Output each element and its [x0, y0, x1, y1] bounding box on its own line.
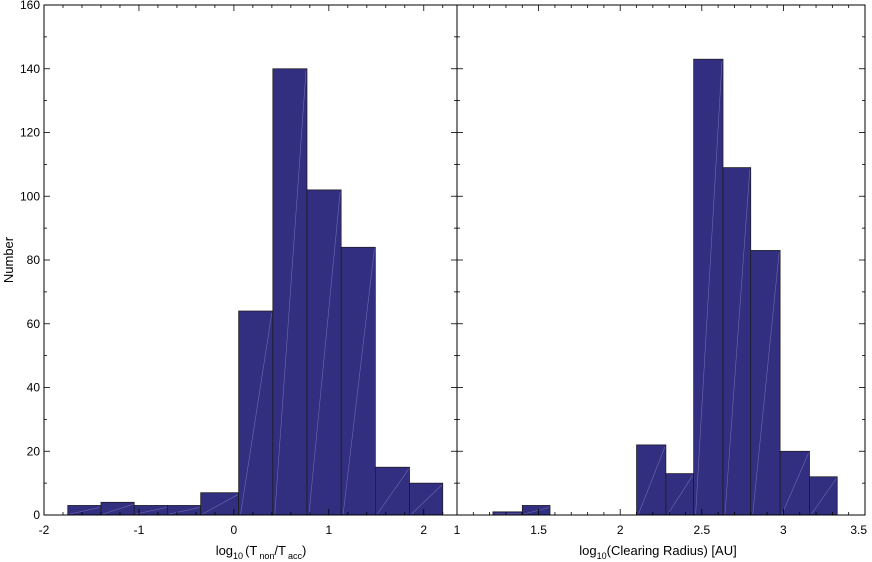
- right-histogram-panel: 1 1.5 2 2.5 3 3.5: [454, 4, 867, 537]
- bar-artifact-line: [136, 507, 167, 515]
- bar-artifact-line: [202, 494, 238, 515]
- bar-artifact-line: [638, 446, 666, 515]
- histogram-bar: [374, 466, 410, 516]
- histogram-bar: [750, 250, 781, 516]
- right-xlabel-sub-10: 10: [597, 551, 607, 561]
- left-histogram-panel: 0 20 40 60 80 100 120 140 160 -2 -1 0 1 2: [20, 0, 458, 537]
- bar-artifact-line: [377, 469, 409, 515]
- y-tick-label: 0: [33, 508, 40, 522]
- x-tick-label: 1.5: [530, 523, 547, 537]
- left-xlabel-mid: /T: [274, 543, 286, 558]
- bar-artifact-line: [724, 169, 751, 515]
- x-tick-label: 1: [454, 523, 461, 537]
- histogram-bar: [238, 310, 274, 516]
- y-tick-label: 100: [20, 189, 40, 203]
- x-tick-label: 3: [780, 523, 787, 537]
- bar-artifact-line: [169, 507, 200, 515]
- x-tick-label: 2: [617, 523, 624, 537]
- bar-artifact-line: [695, 61, 723, 515]
- y-axis-label: Number: [1, 236, 16, 283]
- bar-artifact-line: [524, 507, 550, 515]
- bar-artifact-line: [274, 70, 307, 515]
- histogram-bar: [409, 482, 444, 516]
- left-xlabel-sub-non: non: [259, 551, 274, 561]
- bar-artifact-line: [411, 484, 442, 515]
- x-tick-label: 0: [231, 523, 238, 537]
- x-tick-label: 2.5: [693, 523, 710, 537]
- left-xlabel-sub-10: 10: [233, 551, 243, 561]
- y-tick-label: 80: [27, 253, 41, 267]
- histogram-bar: [809, 476, 838, 516]
- x-tick-label: 1: [325, 523, 332, 537]
- left-xlabel-open: (T: [245, 543, 257, 558]
- y-tick-label: 60: [27, 317, 41, 331]
- histogram-bar: [340, 246, 376, 516]
- y-tick-label: 160: [20, 0, 40, 12]
- bar-artifact-line: [240, 312, 273, 515]
- bar-artifact-line: [102, 503, 134, 515]
- left-x-axis-label: log10 (T non/T acc): [216, 543, 307, 561]
- histogram-bar: [272, 68, 308, 516]
- bar-artifact-line: [752, 252, 780, 515]
- y-tick-label: 140: [20, 62, 40, 76]
- bar-artifact-line: [69, 507, 101, 515]
- right-x-axis-label: log10(Clearing Radius) [AU]: [579, 543, 736, 561]
- bar-artifact-line: [811, 478, 837, 515]
- histogram-bar: [722, 167, 752, 516]
- bar-artifact-line: [781, 453, 809, 515]
- right-xlabel-rest: (Clearing Radius) [AU]: [607, 543, 737, 558]
- left-xlabel-log: log: [216, 543, 233, 558]
- histogram-bar: [665, 473, 694, 516]
- bar-artifact-line: [667, 475, 693, 515]
- left-xlabel-sub-acc: acc: [288, 551, 303, 561]
- histogram-bar: [693, 58, 724, 516]
- x-tick-label: 3.5: [850, 523, 867, 537]
- right-xlabel-log: log: [579, 543, 596, 558]
- x-tick-label: -2: [39, 523, 50, 537]
- y-tick-label: 20: [27, 444, 41, 458]
- y-tick-label: 120: [20, 126, 40, 140]
- left-xlabel-close: ): [302, 543, 306, 558]
- bar-artifact-line: [342, 249, 375, 515]
- y-tick-label: 40: [27, 381, 41, 395]
- histogram-bar: [636, 444, 667, 516]
- x-tick-label: 2: [420, 523, 427, 537]
- histogram-bar: [306, 189, 342, 516]
- x-tick-label: -1: [134, 523, 145, 537]
- bar-artifact-line: [308, 191, 341, 515]
- plot-frame: [456, 4, 866, 516]
